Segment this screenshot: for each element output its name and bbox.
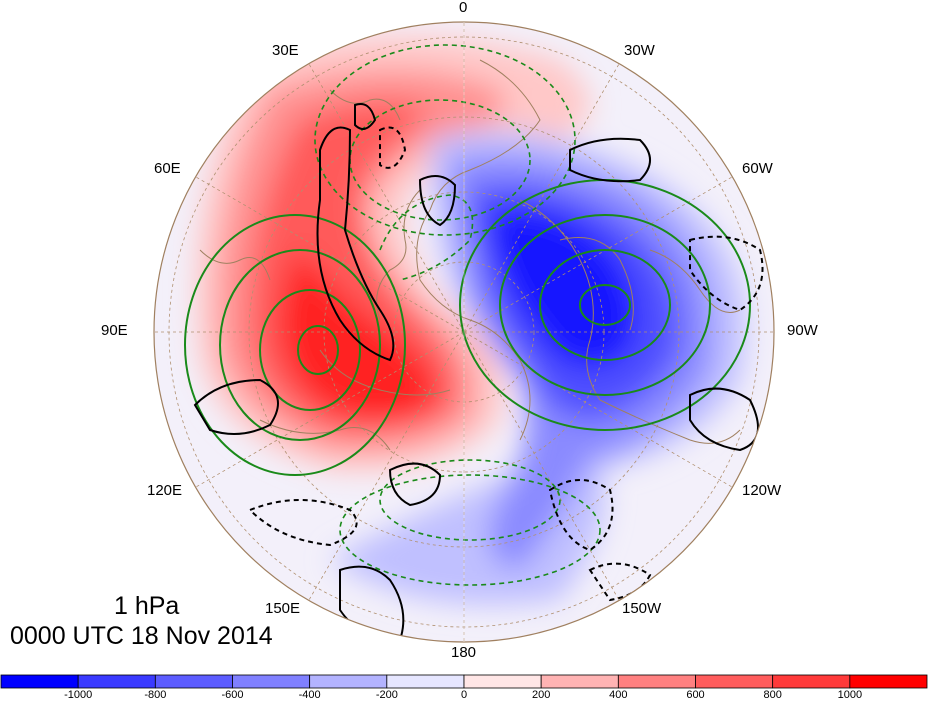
colorbar-swatch xyxy=(77,674,156,689)
colorbar-tick-label: -200 xyxy=(375,689,398,701)
lon-label-60w: 60W xyxy=(742,160,773,177)
graticule xyxy=(154,22,774,642)
colorbar-tick-label: 600 xyxy=(686,689,705,701)
lon-label-90e: 90E xyxy=(101,322,128,339)
lon-label-120e: 120E xyxy=(147,482,183,499)
lon-label-30w: 30W xyxy=(624,42,655,59)
lon-label-150w: 150W xyxy=(622,600,662,617)
black-dashed-contours xyxy=(248,126,764,602)
lon-label-0: 0 xyxy=(459,0,468,16)
lon-label-180: 180 xyxy=(451,644,477,661)
colorbar-tick-label: -600 xyxy=(221,689,244,701)
colorbar xyxy=(0,674,928,689)
colorbar-swatch xyxy=(309,674,388,689)
lon-label-90w: 90W xyxy=(787,322,818,339)
colorbar-swatch xyxy=(849,674,928,689)
lon-label-150e: 150E xyxy=(265,600,301,617)
datetime-label: 0000 UTC 18 Nov 2014 xyxy=(10,622,273,650)
colorbar-swatch xyxy=(772,674,851,689)
colorbar-swatch xyxy=(540,674,619,689)
colorbar-swatch xyxy=(232,674,311,689)
level-label: 1 hPa xyxy=(114,592,180,620)
lon-label-30e: 30E xyxy=(272,42,299,59)
colorbar-swatch xyxy=(463,674,542,689)
colorbar-tick-label: 400 xyxy=(609,689,628,701)
map-boundary xyxy=(153,21,775,643)
colorbar-swatch xyxy=(386,674,465,689)
colorbar-tick-label: 1000 xyxy=(837,689,863,701)
colorbar-swatch xyxy=(617,674,696,689)
shaded-field xyxy=(154,22,774,642)
colorbar-swatch xyxy=(0,674,79,689)
colorbar-tick-label: 200 xyxy=(531,689,551,701)
green-solid-contours xyxy=(184,179,751,476)
colorbar-tick-label: -1000 xyxy=(64,689,93,701)
colorbar-tick-label: 800 xyxy=(763,689,782,701)
colorbar-swatch xyxy=(154,674,233,689)
lon-label-120w: 120W xyxy=(742,482,782,499)
colorbar-tick-label: -400 xyxy=(298,689,321,701)
colorbar-tick-label: -800 xyxy=(144,689,167,701)
colorbar-swatch xyxy=(695,674,774,689)
lon-label-60e: 60E xyxy=(154,160,181,177)
colorbar-tick-label: 0 xyxy=(460,689,468,701)
